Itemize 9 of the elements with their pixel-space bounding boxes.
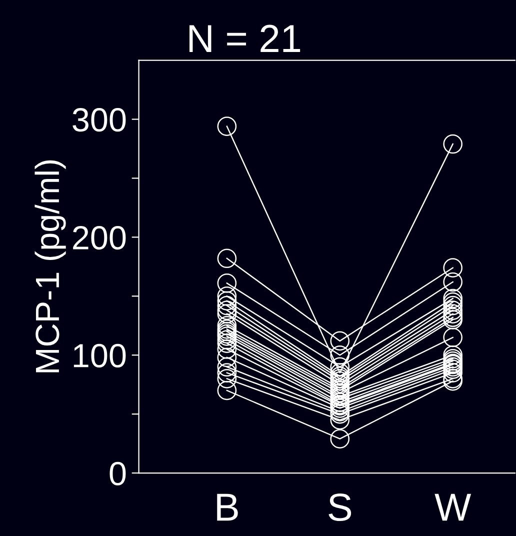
chart-title: N = 21 bbox=[189, 24, 300, 52]
y-axis-title: MCP-1 (pg/ml) bbox=[34, 160, 66, 372]
y-tick-label: 300 bbox=[72, 108, 126, 132]
x-tick-label: B bbox=[217, 494, 238, 521]
y-tick-label: 100 bbox=[74, 344, 126, 368]
y-tick-label: 200 bbox=[73, 226, 126, 250]
x-tick-label: W bbox=[434, 494, 472, 521]
x-tick-label: S bbox=[328, 493, 352, 522]
y-tick-label: 0 bbox=[110, 462, 126, 486]
